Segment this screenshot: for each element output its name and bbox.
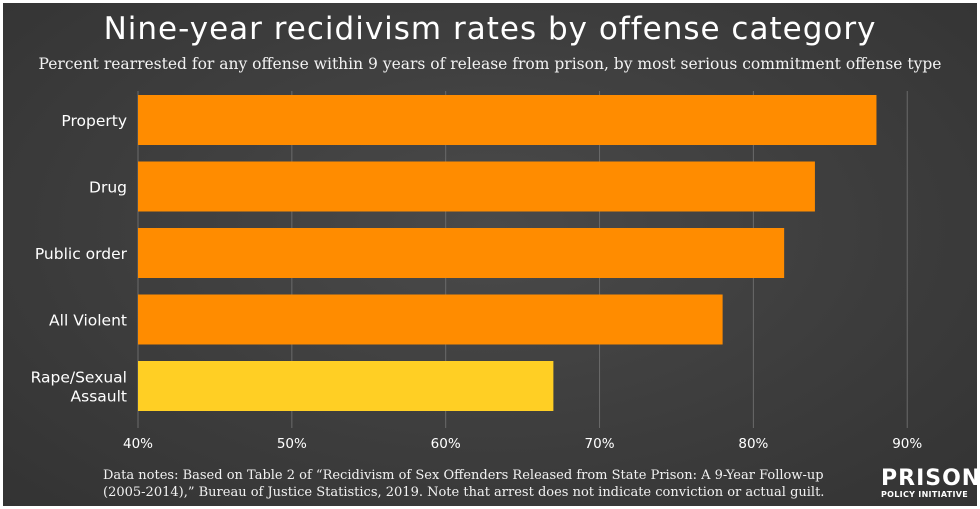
x-tick-label-70: 70% [585,436,615,452]
x-tick-label-40: 40% [123,436,153,452]
x-tick-label-60: 60% [431,436,461,452]
chart-subtitle: Percent rearrested for any offense withi… [38,55,942,73]
logo-subtext: POLICY INITIATIVE [881,490,969,499]
prison-policy-initiative-logo: PRISON POLICY INITIATIVE [881,466,977,500]
chart-frame: Nine-year recidivism rates by offense ca… [3,3,977,506]
x-tick-label-50: 50% [277,436,307,452]
bar-chart: Property Drug Public order All Violent Rape/… [31,91,922,452]
category-label-0: Property [61,112,127,130]
logo-wordmark: PRISON [881,466,977,491]
x-tick-label-80: 80% [738,436,768,452]
x-tick-label-90: 90% [892,436,922,452]
bar-property [138,95,877,145]
bar-public-order [138,228,785,278]
category-label-3: All Violent [49,312,127,330]
category-label-4-line-1: Assault [71,388,127,406]
category-label-4-line-0: Rape/Sexual [31,369,127,387]
data-notes-line-2: (2005-2014),” Bureau of Justice Statisti… [103,485,825,500]
data-notes: Data notes: Based on Table 2 of “Recidiv… [103,467,863,501]
bar-rape-sexual-assault [138,361,554,411]
data-notes-line-1: Data notes: Based on Table 2 of “Recidiv… [103,468,824,483]
chart-title: Nine-year recidivism rates by offense ca… [103,11,877,47]
bar-drug [138,161,815,212]
bar-all-violent [138,294,723,345]
category-label-2: Public order [35,245,128,263]
category-label-1: Drug [89,179,127,197]
